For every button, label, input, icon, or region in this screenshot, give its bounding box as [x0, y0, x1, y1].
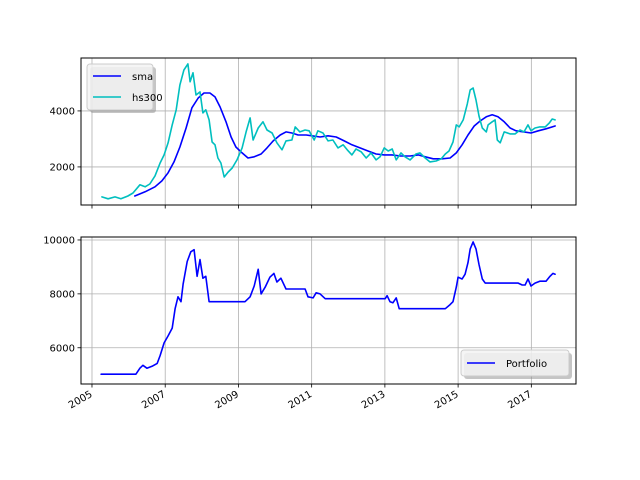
bottom-axes: 2005 2007 2009 2011 2013 2015 2017600080001000… — [43, 235, 577, 411]
y-tick-label: 6000 — [50, 343, 75, 354]
series-sma-line — [134, 92, 556, 197]
legend-portfolio-label: Portfolio — [506, 359, 547, 370]
legend-hs300-label: hs300 — [132, 93, 163, 104]
y-tick-label: 2000 — [50, 162, 75, 173]
bottom-axes-frame — [80, 236, 577, 385]
top-ticks: 2000 4000 — [50, 106, 532, 209]
y-tick-label: 8000 — [50, 289, 75, 300]
top-legend: sma hs300 — [86, 63, 163, 113]
y-tick-label: 4000 — [50, 106, 75, 117]
top-grid — [81, 58, 576, 205]
top-lines — [101, 63, 556, 200]
y-tick-label: 10000 — [43, 235, 75, 246]
top-axes: 2000 4000 sma hs300 — [50, 57, 577, 209]
bottom-legend: Portfolio — [460, 349, 572, 379]
bottom-grid — [81, 237, 576, 384]
series-portfolio-line — [100, 241, 556, 376]
top-axes-frame — [80, 57, 577, 206]
legend-sma-label: sma — [132, 72, 153, 83]
series-hs300-line — [101, 63, 556, 200]
bottom-lines — [100, 241, 556, 376]
